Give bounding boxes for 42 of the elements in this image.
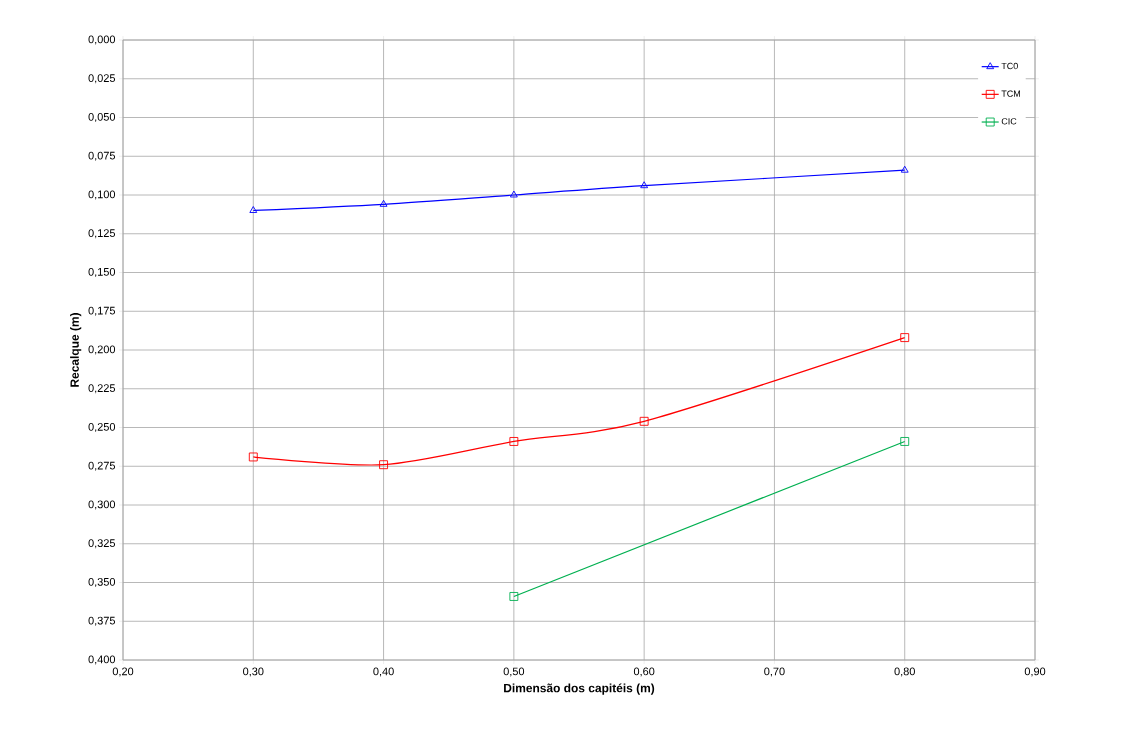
y-tick-label: 0,150 — [88, 267, 116, 278]
y-tick-label: 0,400 — [88, 655, 116, 665]
legend-label: TC0 — [1001, 62, 1018, 70]
point — [509, 190, 518, 198]
y-tick-label: 0,175 — [88, 306, 116, 316]
x-tick-label: 0,80 — [894, 667, 915, 677]
y-tick-label: 0,125 — [88, 229, 116, 239]
point — [900, 437, 910, 446]
legend-label: CIC — [1001, 118, 1017, 125]
y-tick-label: 0,250 — [88, 422, 116, 433]
y-tick-label: 0,275 — [88, 461, 116, 471]
point — [900, 165, 909, 173]
point — [379, 199, 388, 207]
y-tick-label: 0,225 — [88, 384, 116, 394]
y-tick-label: 0,375 — [88, 616, 116, 626]
point — [509, 437, 519, 446]
y-tick-label: 0,000 — [88, 35, 116, 45]
x-tick-label: 0,40 — [373, 667, 394, 677]
legend-label: TCM — [1001, 90, 1020, 97]
x-tick-label: 0,90 — [1024, 667, 1046, 677]
y-tick-label: 0,325 — [88, 539, 116, 549]
point — [639, 416, 649, 426]
x-tick-label: 0,70 — [764, 667, 785, 677]
x-tick-label: 0,60 — [633, 667, 655, 677]
x-axis-title: Dimensão dos capitéis (m) — [504, 683, 655, 695]
x-tick-label: 0,20 — [112, 667, 134, 677]
point — [900, 333, 910, 343]
x-tick-label: 0,30 — [243, 667, 264, 677]
y-tick-label: 0,075 — [88, 151, 116, 161]
y-tick-label: 0,050 — [88, 112, 116, 123]
x-tick-label: 0,50 — [503, 667, 525, 677]
point — [379, 460, 389, 470]
point — [248, 452, 258, 462]
point — [509, 592, 519, 601]
y-tick-label: 0,350 — [88, 577, 116, 588]
y-tick-label: 0,200 — [88, 345, 116, 355]
y-tick-label: 0,300 — [88, 500, 116, 510]
y-axis-title: Recalque (m) — [70, 313, 82, 387]
point — [640, 181, 649, 189]
y-tick-label: 0,025 — [88, 74, 116, 84]
point — [249, 206, 258, 213]
y-tick-label: 0,100 — [88, 190, 116, 200]
